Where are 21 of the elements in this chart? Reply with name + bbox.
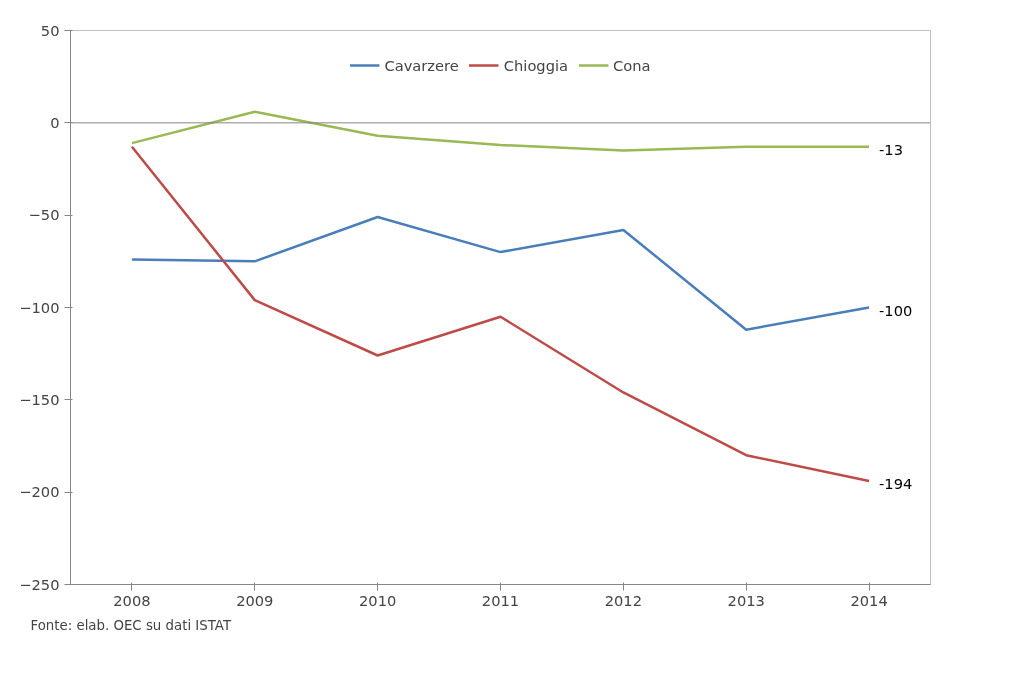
y-tick-label: −250 [19, 575, 60, 593]
y-tick-label: 50 [40, 21, 60, 39]
x-tick-label: 2012 [604, 591, 643, 609]
y-tick-label: −50 [28, 206, 60, 224]
data-label: -13 [879, 140, 904, 158]
data-label: -100 [879, 301, 913, 319]
x-tick-label: 2008 [113, 591, 151, 609]
x-tick-label: 2011 [481, 591, 520, 609]
x-tick-label: 2010 [358, 591, 397, 609]
y-tick-label: 0 [50, 113, 60, 131]
y-tick-label: −150 [19, 390, 60, 408]
data-label: -194 [879, 475, 913, 493]
x-tick-label: 2009 [236, 591, 274, 609]
legend-label: Cona [613, 56, 651, 74]
y-tick-label: −200 [19, 483, 60, 501]
source-note: Fonte: elab. OEC su dati ISTAT [30, 618, 232, 633]
legend-label: Chioggia [503, 56, 569, 74]
x-tick-label: 2014 [850, 591, 888, 609]
legend-label: Cavarzere [384, 56, 459, 74]
x-tick-label: 2013 [727, 591, 765, 609]
y-tick-label: −100 [19, 298, 60, 316]
